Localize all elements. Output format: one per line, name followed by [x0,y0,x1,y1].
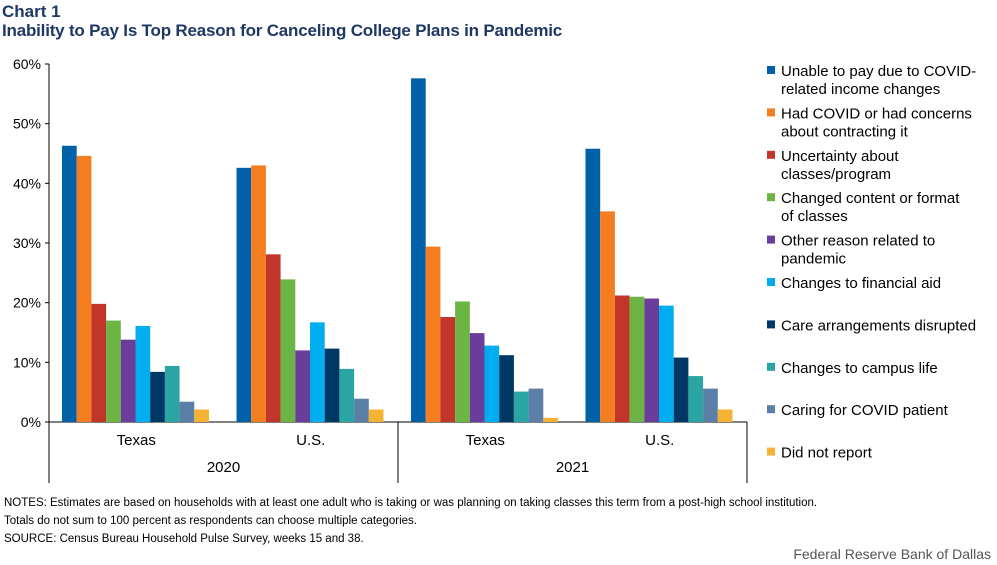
legend-swatch [767,405,775,414]
bar [324,348,340,422]
bar [469,333,485,422]
bar [251,165,266,422]
legend-swatch [767,320,775,329]
bar [614,295,630,422]
bar [354,398,369,422]
legend-swatch [767,150,775,159]
legend-label: classes/program [781,166,891,183]
bar [499,355,514,422]
legend-label: Had COVID or had concerns [781,105,972,122]
legend-label: Caring for COVID patient [781,402,949,419]
y-tick-label: 10% [13,354,41,370]
legend-swatch [767,362,775,371]
bar [368,409,384,422]
bar [673,357,689,422]
bar [310,322,325,422]
chart-title: Inability to Pay Is Top Reason for Cance… [2,21,563,40]
y-tick-label: 0% [21,414,41,430]
bar [106,320,121,422]
legend-swatch [767,278,775,286]
credit-line: Federal Reserve Bank of Dallas [793,546,991,562]
bar-chart: 0% 10% 20% 30% 40% 50% 60% Texas U.S. Texas U.S. 20… [13,56,976,483]
bar [194,409,209,422]
notes-line-2: Totals do not sum to 100 percent as resp… [4,515,417,527]
bar [484,345,500,422]
legend-swatch [767,66,775,74]
bar [295,350,310,422]
y-tick-label: 60% [13,56,41,72]
chart-label: Chart 1 [2,2,61,21]
bar [425,246,441,422]
legend-label: Changes to campus life [781,360,938,377]
legend-label: Changes to financial aid [781,275,941,292]
bar [440,316,456,422]
legend-swatch [767,108,775,117]
bar [659,305,674,422]
legend-swatch [767,235,775,244]
bar [265,254,281,422]
bar [688,376,704,422]
bar [339,368,355,422]
bar [150,371,165,422]
legend-swatch [767,447,775,456]
x-group-label: 2020 [207,459,240,476]
bar [164,365,180,422]
bar [703,388,718,422]
bar [76,155,92,423]
y-tick-label: 20% [13,295,41,311]
bar [644,298,659,422]
y-tick-label: 30% [13,235,41,251]
bar [629,296,645,422]
bar [120,339,136,422]
bar [62,145,77,422]
bar [528,388,544,422]
legend-label: Changed content or format [781,190,960,207]
bar [179,401,195,422]
bar [717,409,733,422]
bar [455,301,470,422]
y-tick-label: 40% [13,175,41,191]
legend-label: Uncertainty about [781,148,899,165]
bar [280,279,296,422]
x-category-label: U.S. [296,432,325,449]
legend-label: Did not report [781,445,873,462]
legend-label: about contracting it [781,123,909,140]
x-group-label: 2021 [556,459,589,476]
legend-label: Other reason related to [781,233,935,250]
bar [600,211,615,422]
x-category-label: Texas [117,432,156,449]
x-category-label: U.S. [645,432,674,449]
legend-label: of classes [781,208,848,225]
bar [543,417,558,422]
bar [411,78,426,422]
legend-label: Care arrangements disrupted [781,317,976,334]
x-category-label: Texas [466,432,505,449]
legend-swatch [767,193,775,202]
legend-label: Unable to pay due to COVID- [781,63,976,80]
y-tick-label: 50% [13,116,41,132]
bar [236,167,252,422]
notes-line-1: NOTES: Estimates are based on households… [4,497,818,509]
legend-label: pandemic [781,251,847,268]
bar [585,148,601,422]
bar [91,303,107,422]
bar [135,325,151,422]
legend-label: related income changes [781,81,940,98]
source-line: SOURCE: Census Bureau Household Pulse Su… [4,533,364,545]
bar [513,391,529,422]
